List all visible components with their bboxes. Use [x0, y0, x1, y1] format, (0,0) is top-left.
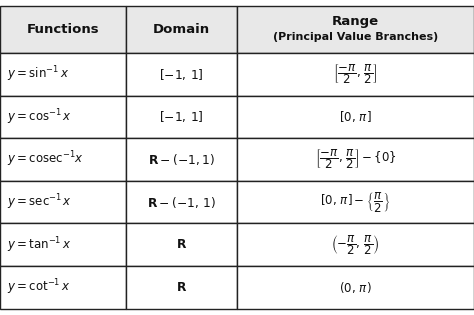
Text: $[-1,\, 1]$: $[-1,\, 1]$	[159, 109, 204, 124]
Bar	[0, 6, 126, 53]
Text: $y = \sin^{-1} x$: $y = \sin^{-1} x$	[7, 65, 69, 84]
Text: $\mathbf{R} - (-1,\, 1)$: $\mathbf{R} - (-1,\, 1)$	[147, 195, 216, 209]
Text: $\mathbf{R}$: $\mathbf{R}$	[176, 238, 187, 251]
Bar	[0, 53, 126, 95]
Text: $y = \mathrm{cosec}^{-1} x$: $y = \mathrm{cosec}^{-1} x$	[7, 150, 84, 169]
Bar	[0, 266, 126, 309]
Bar	[237, 181, 474, 223]
Bar	[126, 95, 237, 138]
Text: Functions: Functions	[27, 23, 99, 36]
Bar	[237, 138, 474, 181]
Text: $[0,\, \pi]$: $[0,\, \pi]$	[339, 109, 372, 124]
Bar	[126, 181, 237, 223]
Text: $(0,\, \pi)$: $(0,\, \pi)$	[339, 280, 372, 295]
Bar	[126, 223, 237, 266]
Text: $[-1,\, 1]$: $[-1,\, 1]$	[159, 67, 204, 82]
Bar	[237, 6, 474, 53]
Text: $[0,\, \pi] - \left\{\dfrac{\pi}{2}\right\}$: $[0,\, \pi] - \left\{\dfrac{\pi}{2}\righ…	[320, 190, 391, 214]
Text: $y = \sec^{-1} x$: $y = \sec^{-1} x$	[7, 192, 72, 212]
Text: $y = \cos^{-1} x$: $y = \cos^{-1} x$	[7, 107, 72, 127]
Text: $\left[\dfrac{-\pi}{2},\, \dfrac{\pi}{2}\right]$: $\left[\dfrac{-\pi}{2},\, \dfrac{\pi}{2}…	[333, 62, 378, 86]
Bar	[0, 138, 126, 181]
Bar	[237, 266, 474, 309]
Text: Range: Range	[332, 15, 379, 28]
Text: (Principal Value Branches): (Principal Value Branches)	[273, 32, 438, 43]
Text: $\left(-\dfrac{\pi}{2},\, \dfrac{\pi}{2}\right)$: $\left(-\dfrac{\pi}{2},\, \dfrac{\pi}{2}…	[331, 233, 380, 257]
Bar	[126, 138, 237, 181]
Bar	[126, 6, 237, 53]
Bar	[126, 266, 237, 309]
Text: $\mathbf{R} - (-1,1)$: $\mathbf{R} - (-1,1)$	[148, 152, 215, 167]
Bar	[237, 53, 474, 95]
Text: $y = \cot^{-1} x$: $y = \cot^{-1} x$	[7, 278, 71, 297]
Bar	[0, 223, 126, 266]
Bar	[237, 95, 474, 138]
Text: $y = \tan^{-1} x$: $y = \tan^{-1} x$	[7, 235, 72, 255]
Bar	[126, 53, 237, 95]
Text: $\mathbf{R}$: $\mathbf{R}$	[176, 281, 187, 294]
Text: Domain: Domain	[153, 23, 210, 36]
Text: $\left[\dfrac{-\pi}{2},\, \dfrac{\pi}{2}\right] - \{0\}$: $\left[\dfrac{-\pi}{2},\, \dfrac{\pi}{2}…	[315, 148, 396, 171]
Bar	[237, 223, 474, 266]
Bar	[0, 95, 126, 138]
Bar	[0, 181, 126, 223]
